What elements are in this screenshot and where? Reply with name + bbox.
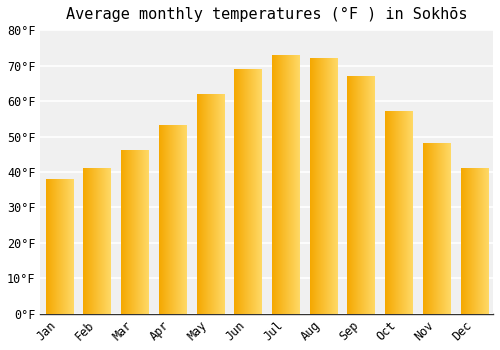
Title: Average monthly temperatures (°F ) in Sokhōs: Average monthly temperatures (°F ) in So… (66, 7, 468, 22)
